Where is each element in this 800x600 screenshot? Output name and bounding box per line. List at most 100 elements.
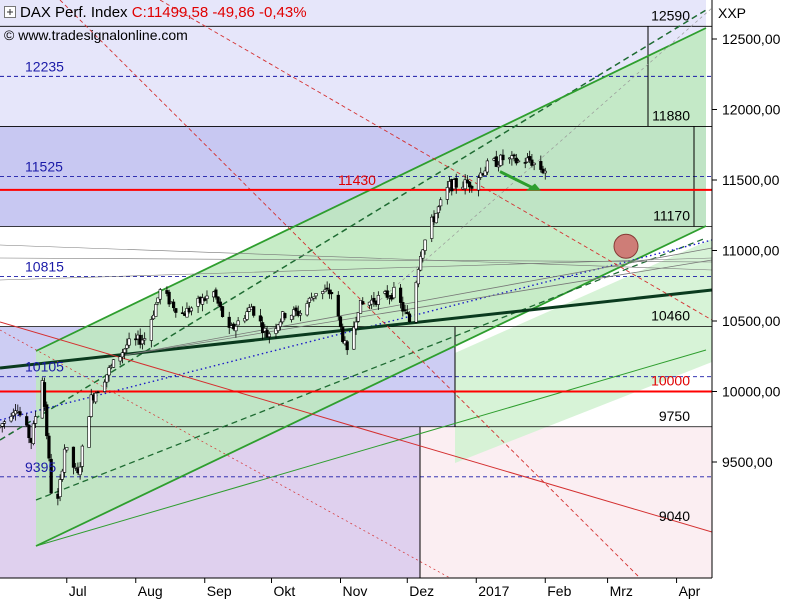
candle-body <box>392 287 396 299</box>
candle-body <box>205 295 209 300</box>
candle-body <box>283 313 287 319</box>
candle-body <box>434 213 438 224</box>
candle-body <box>314 293 318 297</box>
candle-body <box>352 326 356 350</box>
candle-body <box>289 314 294 320</box>
candle-body <box>514 157 518 164</box>
candle-body <box>405 311 409 315</box>
candle-body <box>94 392 98 403</box>
x-tick-label: Jul <box>69 583 87 599</box>
source-credit: © www.tradesignalonline.com <box>4 27 188 43</box>
level-label-11880: 11880 <box>652 107 690 123</box>
candle-body <box>499 154 503 166</box>
candle-body <box>294 307 298 312</box>
resistance-dashed <box>0 329 451 578</box>
candle-body <box>149 319 153 341</box>
candle-body <box>180 312 185 314</box>
candle-body <box>539 161 543 170</box>
candle-body <box>127 338 131 346</box>
candle-body <box>0 423 4 427</box>
chart-menu-icon[interactable] <box>4 5 16 18</box>
candle-body <box>439 199 443 207</box>
y-tick-label: 12500,00 <box>722 31 781 47</box>
level-label-10815: 10815 <box>25 259 64 275</box>
candle-body <box>372 297 376 303</box>
candle-body <box>234 326 238 332</box>
x-tick-label: Feb <box>547 583 571 599</box>
level-label-9040: 9040 <box>659 508 690 524</box>
candles <box>0 149 547 506</box>
candle-body <box>510 155 514 160</box>
fan-line <box>0 257 712 281</box>
x-tick-label: 2017 <box>478 583 509 599</box>
candle-body <box>154 304 158 317</box>
candle-body <box>118 356 122 362</box>
candle-body <box>263 327 267 332</box>
candle-body <box>445 187 449 200</box>
candle-body <box>376 295 380 305</box>
y-tick-label: 10500,00 <box>722 313 781 329</box>
quote-change: C:11499,58 -49,86 -0,43% <box>131 4 307 21</box>
candle-body <box>74 466 78 469</box>
candle-body <box>245 311 249 320</box>
candle-body <box>512 154 516 157</box>
candle-body <box>421 249 425 259</box>
resistance-dashed <box>159 0 712 321</box>
x-tick-label: Nov <box>343 583 368 599</box>
candle-body <box>385 290 389 298</box>
fan-line <box>379 7 712 301</box>
candle-body <box>78 466 82 476</box>
candle-body <box>227 316 231 328</box>
candle-body <box>467 181 472 188</box>
candle-body <box>501 154 505 161</box>
candle-body <box>423 239 427 251</box>
candle-body <box>156 297 160 303</box>
fan-projection <box>455 239 712 463</box>
candle-body <box>407 313 412 322</box>
candle-body <box>174 308 178 313</box>
candle-body <box>341 326 345 343</box>
candle-body <box>58 479 62 497</box>
x-tick-label: Sep <box>207 583 232 599</box>
candle-body <box>151 314 156 320</box>
candle-body <box>267 333 271 337</box>
level-label-11170: 11170 <box>653 208 690 224</box>
candle-body <box>430 216 434 239</box>
candle-body <box>236 320 240 326</box>
candle-body <box>71 446 76 468</box>
level-label-11525: 11525 <box>25 158 63 174</box>
candle-body <box>470 185 474 189</box>
candle-body <box>416 269 421 285</box>
candle-body <box>189 307 193 312</box>
candle-body <box>454 178 458 188</box>
candle-body <box>543 170 547 174</box>
candle-body <box>103 381 107 392</box>
resistance-dashed <box>59 0 641 578</box>
level-label-10105: 10105 <box>25 359 64 375</box>
candle-body <box>401 302 405 312</box>
candle-body <box>330 292 334 295</box>
candle-body <box>276 324 280 331</box>
candle-body <box>274 328 278 334</box>
x-tick-label: Okt <box>274 583 296 599</box>
candle-body <box>414 282 418 323</box>
level-label-10460: 10460 <box>651 308 690 324</box>
candle-body <box>89 394 93 417</box>
level-label-11430: 11430 <box>338 172 376 188</box>
y-tick-label: 11000,00 <box>722 243 780 259</box>
candle-body <box>107 367 111 376</box>
candle-body <box>327 289 331 295</box>
candle-body <box>167 291 171 305</box>
candle-body <box>2 421 7 424</box>
candle-body <box>158 289 162 300</box>
candle-body <box>485 160 489 173</box>
candle-body <box>398 287 403 303</box>
candle-body <box>356 312 360 322</box>
candle-body <box>60 470 64 480</box>
candle-body <box>523 162 527 164</box>
candle-body <box>323 289 327 293</box>
candle-body <box>258 315 262 322</box>
candle-body <box>516 160 521 163</box>
candle-body <box>358 299 363 314</box>
